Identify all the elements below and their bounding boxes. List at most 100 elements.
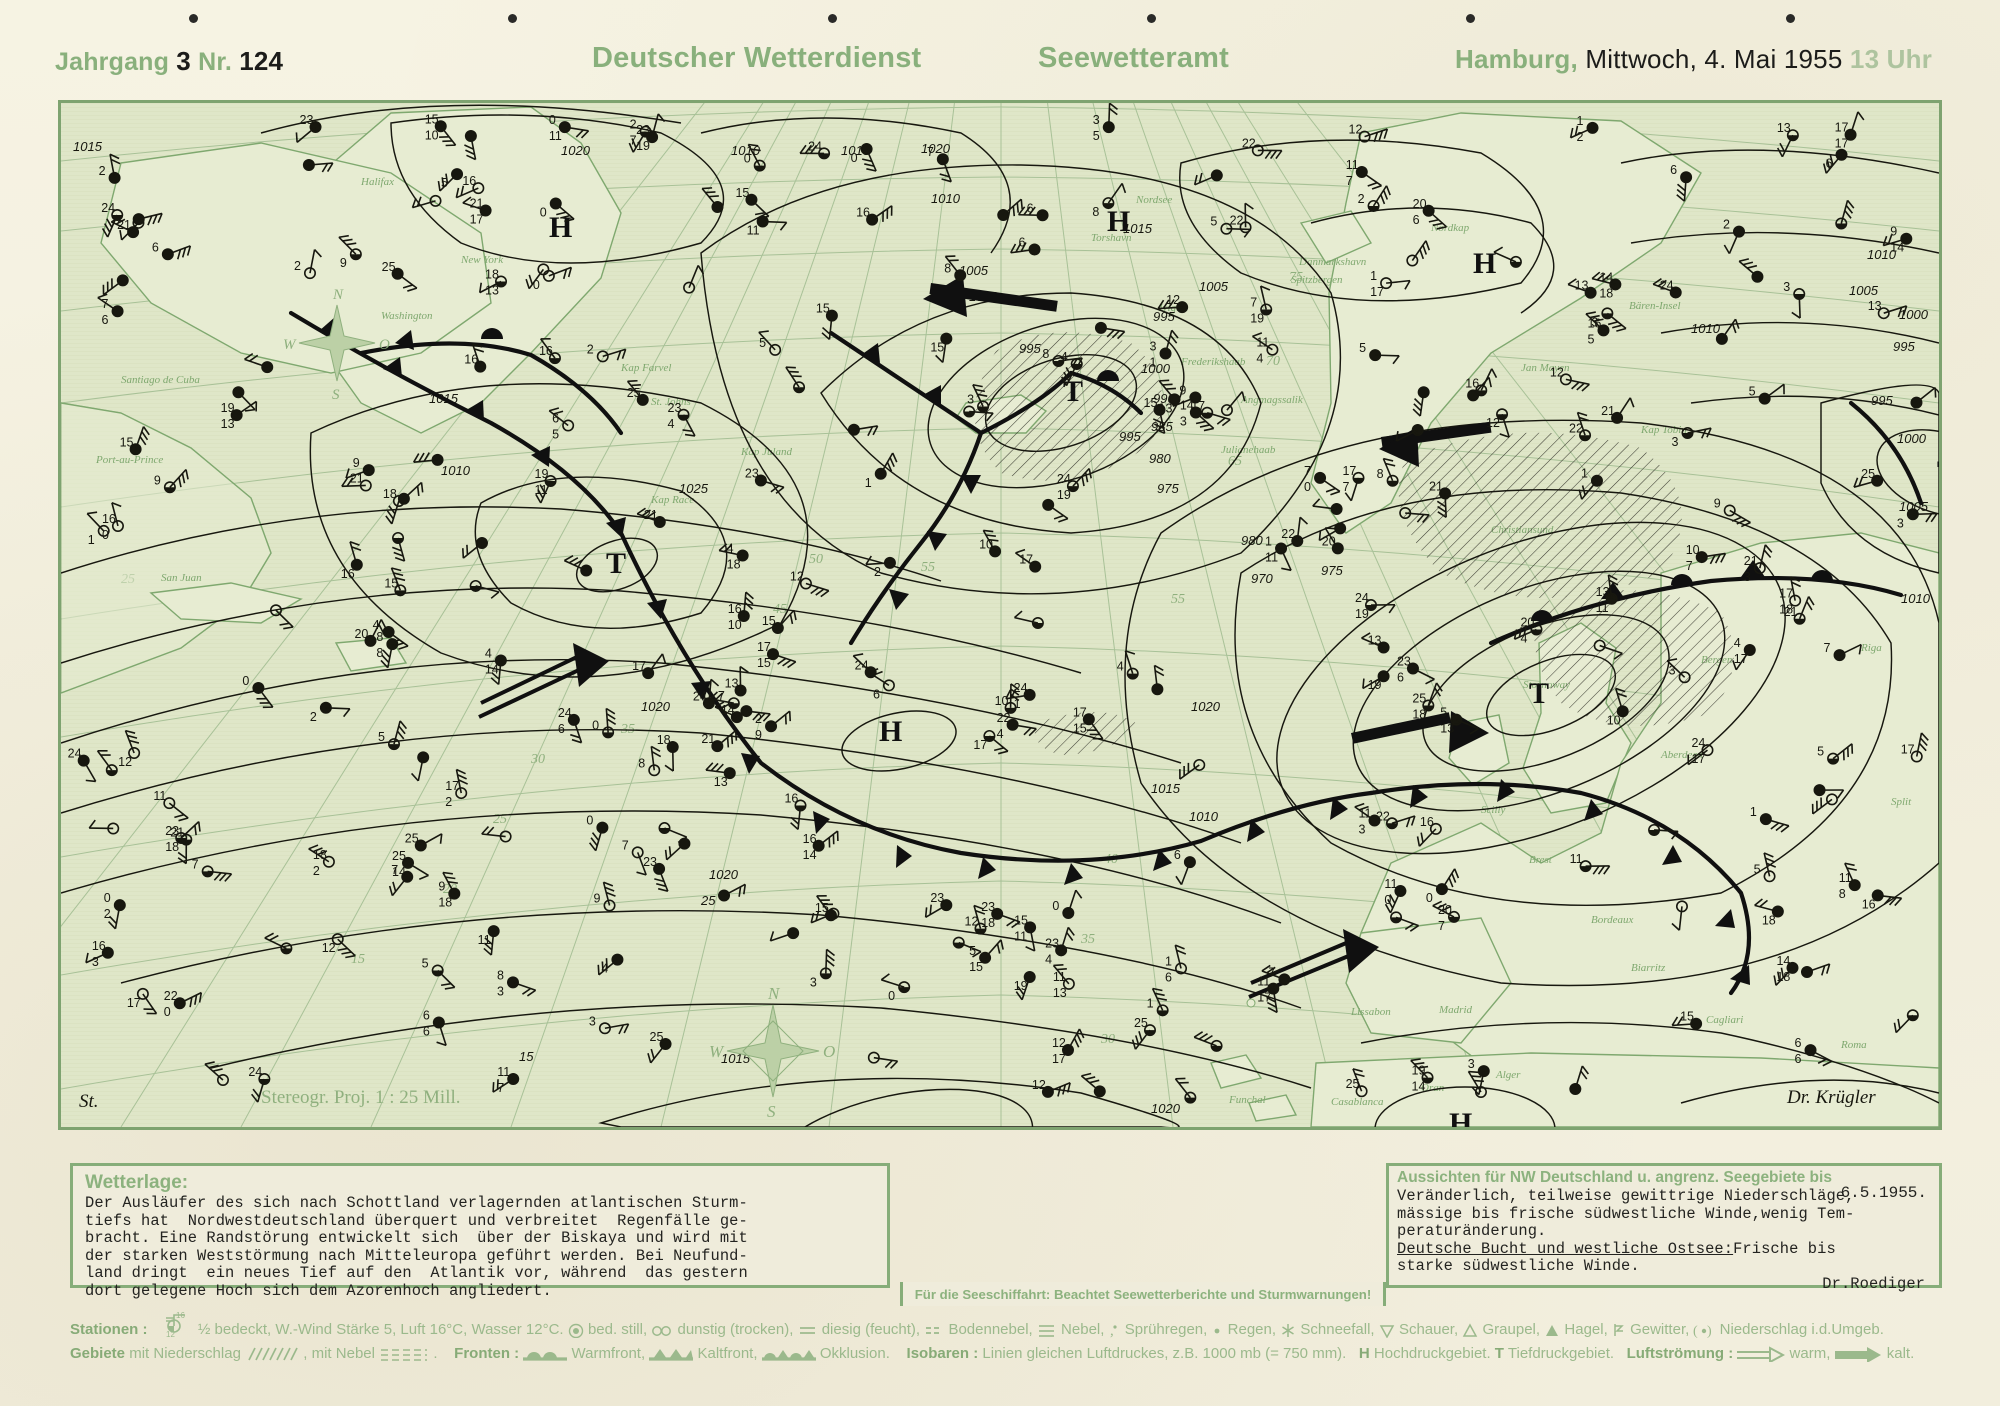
station-plot: 23 [924, 891, 953, 919]
svg-text:Danmarkshavn: Danmarkshavn [1298, 256, 1367, 268]
station-temperature: 21 [1429, 479, 1443, 493]
svg-text:Alger: Alger [1495, 1069, 1521, 1081]
station-plot: 15 [120, 426, 150, 456]
station-temperature: 4 [727, 541, 734, 555]
station-plot: 24 [68, 747, 97, 783]
legend-item-text: bed. still, [587, 1321, 648, 1338]
wetterlage-line: dort gelegene Hoch sich dem Azorenhoch a… [85, 1281, 552, 1300]
station-plot: 7 [388, 863, 414, 897]
aussichten-region-text: Frische bis [1733, 1239, 1836, 1258]
station-plot: 9 [338, 234, 362, 270]
station-plot [867, 1051, 899, 1069]
svg-text:1010: 1010 [1867, 247, 1897, 262]
station-temperature: 24 [1014, 681, 1028, 695]
station-plots: 2255146696611711823122491325181914253171… [68, 103, 1938, 1104]
svg-text:Kap Tobin: Kap Tobin [1640, 424, 1687, 436]
station-plot: 25 [627, 379, 649, 406]
station-temperature: 14 [1599, 270, 1613, 284]
station-dewpoint: 3 [497, 984, 504, 998]
station-temperature: 24 [558, 706, 572, 720]
station-plot [1715, 318, 1740, 345]
legend-line-2: Gebiete mit Niederschlag , mit Nebel . F… [70, 1342, 1950, 1366]
station-temperature: 9 [353, 456, 360, 470]
station-plot [785, 366, 806, 394]
station-temperature: 17 [1779, 587, 1793, 601]
svg-text:N: N [767, 984, 781, 1003]
station-dewpoint: 19 [636, 139, 650, 153]
station-temperature: 10 [979, 537, 993, 551]
station-dewpoint: 18 [438, 896, 452, 910]
station-plot: 21 [110, 216, 140, 239]
legend-areas-text1: mit Niederschlag [129, 1345, 241, 1362]
station-dewpoint: 0 [1304, 480, 1311, 494]
station-temperature: 9 [1890, 225, 1897, 239]
station-temperature: 21 [1784, 605, 1798, 619]
station-plot: 15 [762, 609, 797, 634]
fronts [288, 310, 1924, 996]
station-dewpoint: 0 [533, 278, 540, 292]
schauer-icon [1379, 1325, 1395, 1339]
station-plot: 204 [1513, 615, 1543, 645]
station-dewpoint: 13 [1159, 401, 1173, 415]
svg-text:San Juan: San Juan [161, 572, 202, 584]
station-dewpoint: 18 [981, 916, 995, 930]
station-temperature: 1 [1577, 114, 1584, 128]
station-temperature: 13 [1596, 585, 1610, 599]
legend-item-text: Schauer, [1398, 1321, 1459, 1338]
station-temperature: 20 [1520, 615, 1534, 629]
low-center-newfoundland: T [606, 547, 626, 580]
station-plot: 12 [1157, 293, 1189, 314]
station-plot: 182 [308, 844, 335, 878]
station-plot: 17 [1901, 732, 1929, 763]
okklusion-icon [761, 1350, 816, 1361]
svg-text:75: 75 [1289, 270, 1303, 285]
station-plot [1080, 1072, 1106, 1098]
station-plot: 24 [1652, 277, 1682, 299]
station-plot [1493, 246, 1522, 268]
svg-text:Biarritz: Biarritz [1631, 962, 1666, 974]
station-dewpoint: 17 [1734, 652, 1748, 666]
station-plot [997, 198, 1023, 222]
station-plot: 21 [636, 507, 666, 529]
svg-text:Bordeaux: Bordeaux [1591, 914, 1633, 926]
svg-text:Funchal: Funchal [1228, 1094, 1266, 1106]
station-temperature: 15 [425, 112, 439, 126]
station-temperature: 21 [701, 732, 715, 746]
svg-text:Angmagssalik: Angmagssalik [1240, 394, 1304, 406]
station-model-icon: 16 12 [165, 1311, 185, 1339]
station-temperature: 11 [1346, 158, 1359, 172]
station-temperature: 5 [378, 730, 385, 744]
punch-hole [1786, 14, 1795, 23]
station-plot [102, 274, 129, 296]
station-temperature: 12 [790, 570, 804, 584]
station-plot: 15 [1144, 396, 1166, 435]
station-temperature: 17 [1835, 121, 1849, 135]
station-temperature: 7 [622, 838, 629, 852]
station-dewpoint: 10 [1607, 713, 1621, 727]
station-temperature: 5 [1440, 706, 1447, 720]
aussichten-line: peraturänderung. [1397, 1222, 1547, 1241]
station-plot: 1 [1750, 805, 1790, 833]
station-plot: 13 [725, 665, 749, 697]
station-dewpoint: 6 [1165, 970, 1172, 984]
precipitation-areas [974, 332, 1734, 755]
station-plot [1648, 823, 1679, 840]
station-plot: 88 [376, 630, 399, 669]
station-temperature: 20 [354, 627, 368, 641]
station-dewpoint: 0 [164, 1005, 171, 1019]
station-temperature: 2 [755, 712, 762, 726]
station-plot: 25 [405, 832, 443, 852]
station-plot: 6 [1010, 236, 1041, 256]
svg-text:1015: 1015 [1123, 221, 1153, 236]
station-plot: 11 [1570, 852, 1611, 875]
station-dewpoint: 17 [127, 996, 141, 1010]
projection-note: Stereogr. Proj. 1 : 25 Mill. [261, 1087, 461, 1108]
station-plot: 20 [354, 619, 387, 647]
station-temperature: 3 [589, 1014, 596, 1028]
svg-text:Washington: Washington [381, 310, 433, 322]
station-temperature: 3 [1468, 1057, 1475, 1071]
station-temperature: 24 [1355, 591, 1369, 605]
station-plot: 0 [880, 973, 911, 1003]
